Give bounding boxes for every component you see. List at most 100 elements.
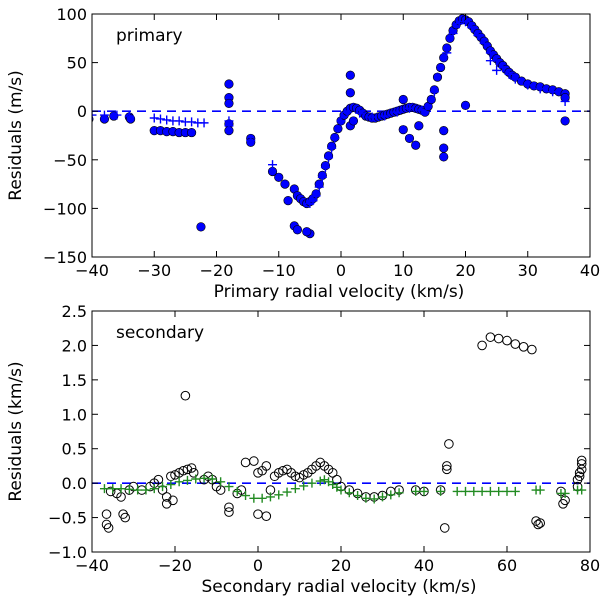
data-point (308, 196, 318, 206)
data-point (454, 19, 464, 29)
x-tick-label: 60 (497, 556, 517, 575)
data-point (224, 121, 234, 131)
data-point (369, 494, 379, 504)
data-point (274, 490, 284, 500)
data-point (527, 344, 537, 355)
x-tick-label: −20 (158, 556, 192, 575)
data-point (574, 471, 585, 482)
data-point (535, 485, 545, 495)
y-tick-label: 0 (77, 102, 87, 121)
data-point (493, 333, 504, 344)
data-point (452, 486, 462, 496)
x-tick-label: 20 (331, 556, 351, 575)
data-point (103, 523, 114, 533)
data-point (112, 110, 122, 120)
y-tick-label: −50 (53, 151, 87, 170)
data-point (479, 38, 489, 48)
y-tick-label: 1.5 (62, 371, 87, 390)
data-point (280, 179, 290, 189)
data-point (101, 509, 112, 519)
data-point (404, 133, 415, 144)
y-tick-label: −0.5 (48, 509, 87, 528)
data-point (182, 475, 192, 485)
data-point (460, 100, 471, 110)
data-point (473, 30, 483, 40)
data-point (161, 492, 172, 502)
data-point (330, 133, 340, 143)
data-point (253, 509, 263, 519)
x-tick-label: 30 (518, 261, 538, 280)
data-point (560, 96, 570, 106)
data-point (548, 87, 558, 97)
data-point (442, 48, 452, 58)
data-point (191, 474, 201, 484)
data-point (419, 486, 429, 496)
y-tick-label: −1.0 (48, 543, 87, 562)
data-point (241, 491, 251, 501)
data-point (523, 80, 533, 90)
data-point (249, 493, 259, 503)
data-point (261, 511, 272, 521)
data-point (429, 87, 439, 97)
data-point (125, 114, 136, 124)
primary-panel: −40 −30 −20 −10 0 10 20 30 40−150−100−50050100Pr… (6, 5, 600, 302)
data-point (485, 56, 495, 66)
data-point (162, 115, 172, 125)
data-point (404, 103, 414, 113)
data-point (282, 487, 292, 497)
y-tick-label: 50 (67, 54, 87, 73)
data-point (533, 519, 543, 530)
data-point (116, 484, 126, 494)
data-point (249, 456, 259, 466)
data-point (380, 111, 390, 121)
secondary-panel: −40 −20 0 20 40 60 80 −1.0 −0.5 0.0 0.5 1.0 1.5 2.0 2.… (6, 302, 600, 597)
data-point (485, 48, 495, 58)
data-point (124, 111, 134, 121)
data-point (292, 225, 303, 235)
data-point (386, 490, 396, 500)
data-point (344, 488, 354, 498)
data-point (394, 488, 404, 498)
data-point (361, 493, 371, 503)
data-point (426, 94, 436, 105)
data-point (174, 477, 184, 487)
data-point (124, 484, 134, 494)
data-point (502, 486, 512, 496)
data-point (436, 62, 446, 73)
data-point (510, 486, 520, 496)
data-point (378, 492, 387, 502)
data-point (327, 468, 338, 478)
data-point (577, 485, 587, 495)
data-point (246, 135, 256, 145)
data-point (560, 116, 570, 126)
data-point (224, 507, 234, 517)
plot-frame (91, 310, 591, 553)
data-point (314, 182, 324, 192)
data-point (109, 111, 119, 121)
y-tick-label: 0.5 (62, 440, 87, 459)
data-point (560, 488, 570, 498)
data-point (576, 455, 587, 466)
data-point (336, 485, 346, 495)
data-point (342, 107, 352, 117)
panel-label: primary (116, 26, 183, 46)
data-point (240, 457, 251, 468)
data-point (485, 486, 495, 496)
x-tick-label: −40 (75, 556, 109, 575)
data-point (224, 502, 234, 513)
data-point (224, 79, 234, 89)
data-point (367, 112, 377, 122)
data-point (345, 70, 355, 80)
data-point (576, 459, 587, 469)
data-point (494, 486, 504, 496)
data-point (467, 23, 477, 33)
data-point (392, 107, 402, 117)
data-point (439, 523, 450, 533)
data-point (166, 480, 176, 490)
data-point (186, 463, 197, 473)
data-point (178, 465, 189, 476)
data-point (535, 84, 545, 94)
data-point (535, 518, 546, 528)
y-tick-label: 100 (56, 5, 87, 24)
